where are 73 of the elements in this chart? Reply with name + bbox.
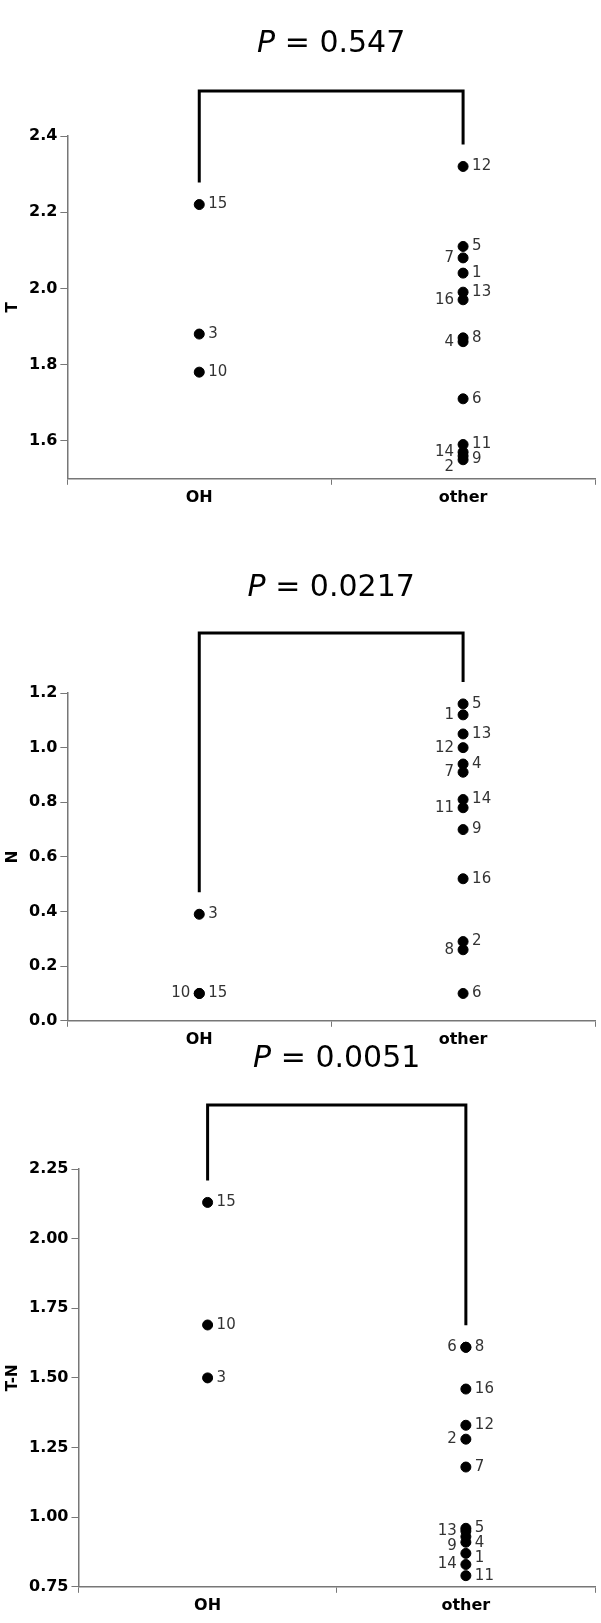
annotation: 5 [472, 693, 482, 712]
annotation: 15 [216, 1192, 236, 1211]
y-axis-title: T-N [2, 1364, 21, 1392]
y-tick-label: 2.4 [29, 125, 58, 145]
y-tick-label: 1.2 [29, 682, 58, 702]
x-tick-label: OH [194, 1594, 222, 1614]
annotation: 2 [444, 457, 455, 476]
annotation: 6 [472, 983, 482, 1002]
annotation: 16 [434, 289, 455, 308]
y-tick-label: 2.2 [29, 201, 58, 221]
annotation: 6 [447, 1337, 457, 1356]
annotation: 9 [472, 819, 482, 838]
annotation: 14 [437, 1554, 457, 1573]
annotation: 3 [208, 904, 218, 923]
annotation: 12 [434, 737, 455, 756]
text: P = 0.0051 [253, 1038, 421, 1074]
annotation: 4 [444, 331, 455, 350]
text: P = 0.547 [257, 23, 406, 59]
annotation: 1 [444, 704, 455, 723]
text: P = 0.0217 [247, 567, 415, 603]
y-tick-label: 1.6 [29, 429, 58, 449]
annotation: 12 [472, 156, 492, 175]
annotation: 10 [216, 1314, 236, 1333]
y-tick-label: 1.00 [28, 1506, 69, 1526]
annotation: 14 [472, 789, 492, 808]
annotation: 10 [208, 362, 228, 381]
annotation: 7 [444, 247, 455, 266]
y-tick-label: 0.8 [29, 791, 58, 811]
y-tick-label: 0.6 [29, 846, 58, 866]
y-tick-label: 0.2 [29, 955, 58, 975]
annotation: 2 [472, 931, 482, 950]
annotation: 13 [472, 723, 492, 742]
annotation: 6 [472, 388, 482, 407]
annotation: 11 [434, 797, 455, 816]
annotation: 3 [208, 323, 218, 342]
y-tick-label: 0.4 [29, 900, 58, 920]
annotation: 7 [444, 762, 455, 781]
annotation: 15 [208, 983, 228, 1002]
y-tick-label: 2.25 [28, 1158, 69, 1178]
y-tick-label: 1.25 [28, 1436, 69, 1456]
y-axis-title: N [2, 850, 21, 864]
annotation: 15 [208, 194, 228, 213]
annotation: 11 [474, 1565, 494, 1584]
annotation: 8 [474, 1337, 485, 1356]
y-tick-label: 1.0 [29, 736, 58, 756]
annotation: 16 [474, 1378, 494, 1397]
annotation: 12 [474, 1415, 494, 1434]
annotation: 8 [444, 939, 455, 958]
annotation: 1 [472, 263, 482, 282]
y-tick-label: 2.0 [29, 277, 58, 297]
annotation: 2 [447, 1429, 457, 1448]
x-tick-label: other [438, 1028, 488, 1048]
annotation: 7 [474, 1456, 485, 1475]
annotation: 5 [472, 236, 482, 255]
y-tick-label: 1.8 [29, 353, 58, 373]
x-tick-label: OH [185, 1028, 213, 1048]
y-tick-label: 1.75 [28, 1297, 69, 1317]
annotation: 10 [171, 983, 191, 1002]
y-axis-title: T [2, 301, 21, 313]
y-tick-label: 1.50 [28, 1367, 69, 1387]
annotation: 1 [474, 1548, 485, 1567]
x-tick-label: other [438, 486, 488, 506]
x-tick-label: other [441, 1594, 491, 1614]
y-tick-label: 0.75 [28, 1575, 69, 1595]
annotation: 8 [472, 327, 482, 346]
annotation: 3 [216, 1367, 227, 1386]
annotation: 13 [472, 282, 492, 301]
y-tick-label: 2.00 [28, 1227, 69, 1247]
annotation: 9 [472, 449, 482, 468]
annotation: 4 [472, 753, 482, 772]
annotation: 16 [472, 868, 492, 887]
x-tick-label: OH [185, 486, 213, 506]
y-tick-label: 0.0 [29, 1009, 58, 1029]
